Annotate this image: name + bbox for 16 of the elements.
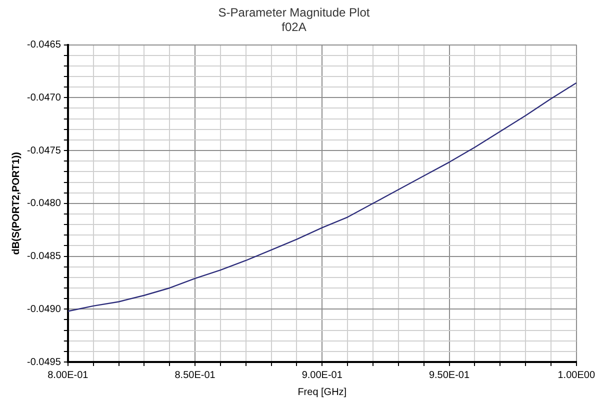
- x-tick-label: 8.00E-01: [48, 370, 89, 381]
- y-axis-title: dB(S(PORT2,PORT1)): [10, 152, 22, 255]
- y-tick-label: -0.0465: [26, 40, 62, 51]
- y-tick-label: -0.0470: [26, 92, 62, 104]
- y-tick-label: -0.0485: [26, 251, 62, 262]
- x-tick-label: 8.50E-01: [174, 370, 216, 381]
- y-tick-label: -0.0495: [26, 356, 62, 368]
- y-tick-label: -0.0475: [26, 145, 62, 156]
- chart-title: S-Parameter Magnitude Plot: [218, 6, 370, 20]
- x-axis-title: Freq [GHz]: [298, 386, 347, 398]
- x-tick-label: 1.00E00: [558, 370, 596, 381]
- x-tick-label: 9.50E-01: [428, 370, 470, 381]
- y-tick-label: -0.0480: [26, 198, 62, 210]
- x-tick-label: 9.00E-01: [302, 370, 343, 381]
- chart-subtitle: f02A: [282, 20, 306, 34]
- y-tick-label: -0.0490: [26, 304, 62, 315]
